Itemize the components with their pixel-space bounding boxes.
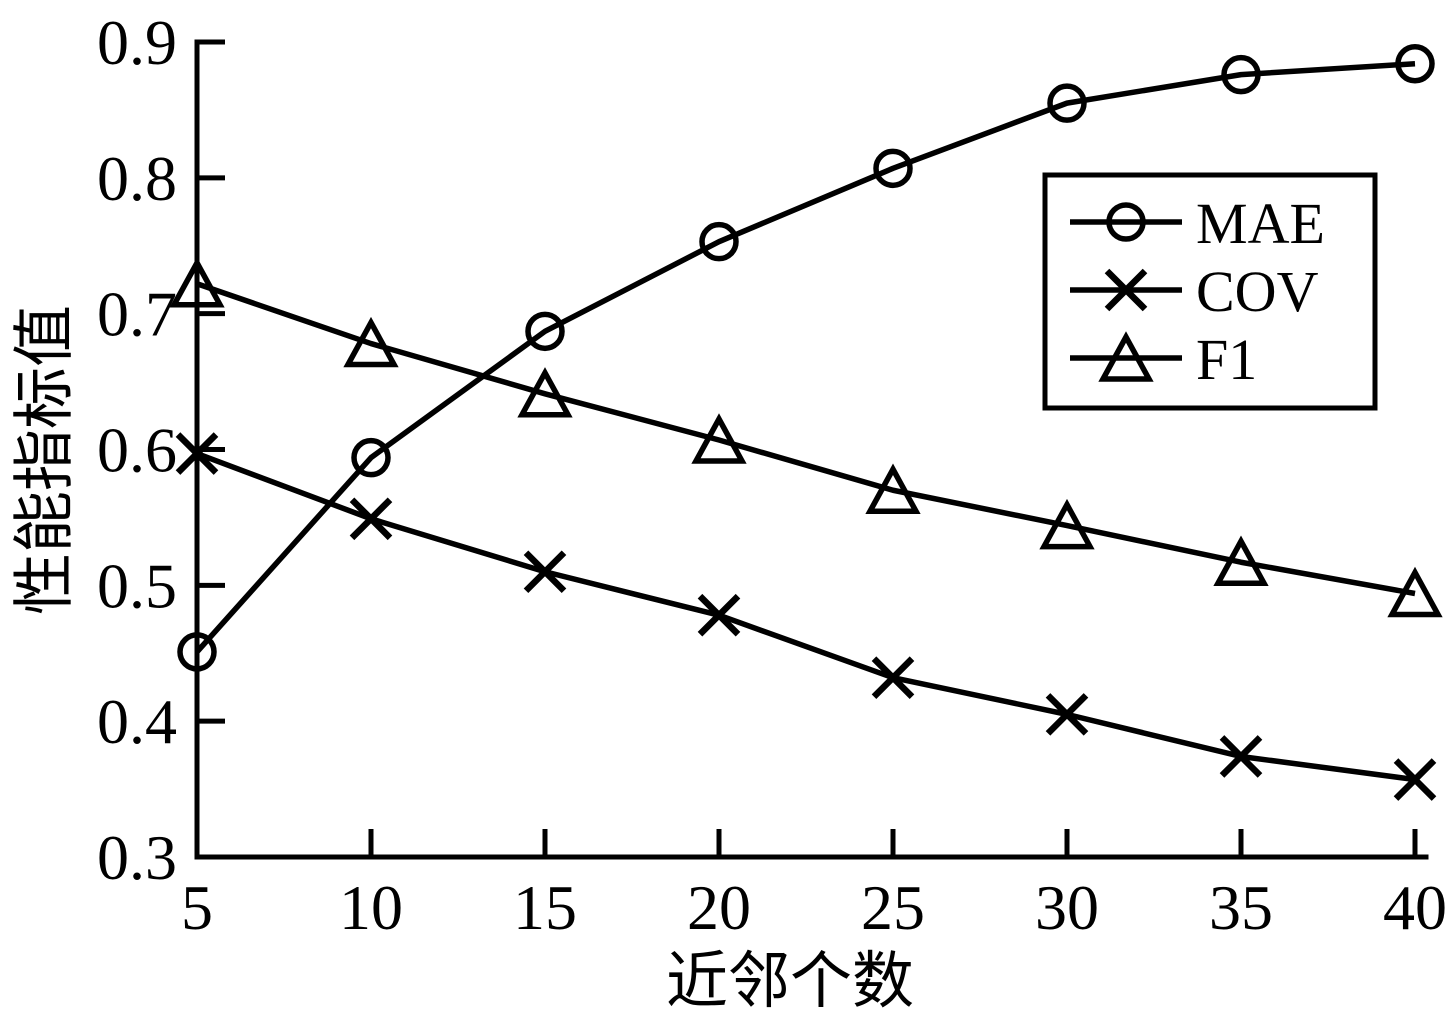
series-marker-MAE xyxy=(1395,43,1435,84)
series-marker-MAE xyxy=(873,148,913,189)
titles-group: 近邻个数 性能指标值 xyxy=(11,305,914,1016)
legend-label-MAE: MAE xyxy=(1196,191,1325,256)
series-marker-COV xyxy=(175,432,219,475)
series-line-COV xyxy=(196,450,1416,783)
x-axis-title: 近邻个数 xyxy=(666,948,914,1016)
series-line-F1 xyxy=(196,281,1416,597)
series-marker-F1 xyxy=(169,257,225,308)
legend-label-F1: F1 xyxy=(1196,327,1257,392)
x-tick-label: 25 xyxy=(861,872,925,943)
series-marker-COV xyxy=(523,550,567,594)
legend-marker-circle xyxy=(1106,202,1146,242)
legend-item-COV: COV xyxy=(1070,259,1319,324)
x-tick-label: 5 xyxy=(181,872,213,943)
series-marker-F1 xyxy=(1213,535,1269,586)
series-line-MAE xyxy=(194,60,1416,654)
series-marker-MAE xyxy=(351,437,391,478)
y-tick-label: 0.8 xyxy=(97,143,177,214)
y-tick-label: 0.9 xyxy=(97,7,177,78)
x-tick-label: 15 xyxy=(513,872,577,943)
y-tick-label: 0.7 xyxy=(97,279,177,350)
legend-item-MAE: MAE xyxy=(1070,191,1325,256)
legend-label-COV: COV xyxy=(1196,259,1319,324)
x-tick-label: 10 xyxy=(339,872,403,943)
series-marker-F1 xyxy=(865,463,921,514)
series-marker-COV xyxy=(871,656,915,699)
y-tick-label: 0.6 xyxy=(97,415,177,486)
y-tick-label: 0.3 xyxy=(97,822,177,893)
series-marker-F1 xyxy=(1039,498,1095,550)
series-marker-COV xyxy=(697,593,741,637)
legend-marker-triangle xyxy=(1098,331,1154,382)
series-marker-MAE xyxy=(1047,83,1087,123)
series-group xyxy=(169,43,1443,801)
series-marker-COV xyxy=(349,497,393,541)
y-tick-label: 0.5 xyxy=(97,550,177,621)
series-marker-MAE xyxy=(177,632,217,672)
y-axis-title: 性能指标值 xyxy=(11,305,79,615)
series-marker-COV xyxy=(1393,758,1437,801)
x-tick-label: 35 xyxy=(1209,872,1273,943)
series-marker-COV xyxy=(1045,693,1089,736)
legend-marker-x xyxy=(1104,268,1148,312)
x-tick-label: 40 xyxy=(1383,872,1445,943)
series-marker-MAE xyxy=(525,311,565,352)
series-marker-COV xyxy=(1219,735,1263,778)
series-marker-F1 xyxy=(343,316,399,368)
series-marker-MAE xyxy=(1221,54,1261,95)
series-marker-F1 xyxy=(1387,566,1443,618)
y-tick-label: 0.4 xyxy=(97,686,177,757)
series-marker-MAE xyxy=(699,221,739,262)
x-tick-label: 20 xyxy=(687,872,751,943)
axes-group: 0.3 0.4 0.5 0.6 0.7 0.8 0.9 5 10 15 20 25 30 35 40 xyxy=(97,7,1445,943)
series-marker-F1 xyxy=(517,367,573,418)
series-marker-F1 xyxy=(691,413,747,464)
x-tick-label: 30 xyxy=(1035,872,1099,943)
legend-item-F1: F1 xyxy=(1070,327,1257,392)
